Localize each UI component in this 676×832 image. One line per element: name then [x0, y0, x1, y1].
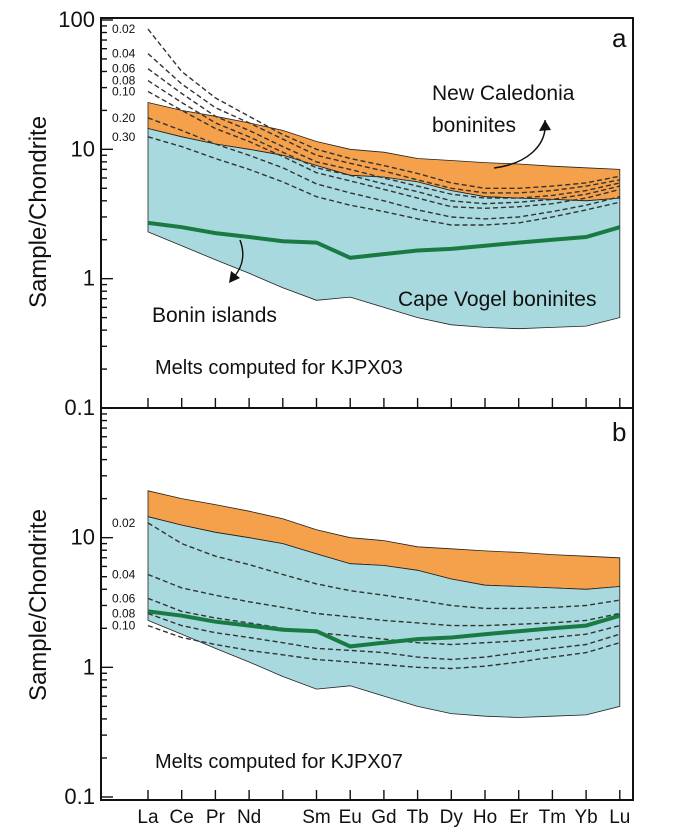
arrowhead-new-caledonia	[539, 120, 551, 131]
melt-line-0-04	[147, 573, 620, 627]
x-tick-label-la: La	[137, 807, 159, 828]
melt-line-0-04	[147, 53, 620, 194]
x-tick-label-eu: Eu	[339, 807, 362, 828]
y-axis-label-b: Sample/Chondrite	[25, 509, 52, 701]
plot-area-b	[147, 490, 621, 718]
melt-label-0-04: 0.04	[112, 567, 136, 581]
x-tick-label-dy: Dy	[440, 807, 464, 828]
band-cape-vogel-boninites	[147, 516, 621, 718]
melt-label-0-02: 0.02	[112, 22, 136, 36]
panel-a: 0.02 0.040.060.080.10 0.20 0.30 0.1 1 10 100	[58, 7, 634, 420]
melt-line-0-30	[147, 136, 620, 226]
x-tick-label-tm: Tm	[539, 807, 566, 828]
x-tick-label-yb: Yb	[574, 807, 597, 828]
melt-line-0-02	[147, 522, 620, 610]
x-tick-label-ce: Ce	[170, 807, 194, 828]
panel-title-b: Melts computed for KJPX07	[155, 751, 403, 773]
panel-b: 0.02 0.04 0.06 0.080.10 0.1 1 10 La Ce Pr Nd Sm Eu Gd…	[64, 407, 634, 828]
plot-area-a	[147, 28, 621, 330]
x-tick-label-er: Er	[509, 807, 529, 828]
melt-line-0-08	[147, 612, 621, 661]
x-tick-label-sm: Sm	[302, 807, 331, 828]
y-tick-label: 100	[58, 7, 95, 32]
annotation-new-caledonia-line1: New Caledonia	[432, 82, 575, 105]
melt-line-0-10	[147, 624, 620, 670]
melt-label-0-10: 0.10	[112, 85, 136, 99]
annotation-new-caledonia-line2: boninites	[432, 114, 516, 137]
melt-line-0-06	[147, 597, 620, 646]
line-bonin-islands	[147, 220, 621, 260]
y-tick-label: 1	[83, 654, 95, 679]
arrowhead-bonin-islands	[229, 271, 240, 283]
melt-line-0-10	[147, 90, 620, 210]
melt-label-0-06: 0.06	[112, 591, 136, 605]
melt-label-0-10: 0.10	[112, 619, 136, 633]
panel-letter-a: a	[612, 23, 627, 53]
melt-label-0-20: 0.20	[112, 111, 136, 125]
plot-frame-b	[100, 407, 634, 801]
y-tick-label: 0.1	[64, 784, 95, 809]
x-tick-label-tb: Tb	[407, 807, 429, 828]
x-tick-label-gd: Gd	[371, 807, 396, 828]
x-tick-label-lu: Lu	[609, 807, 630, 828]
y-axis-label-a: Sample/Chondrite	[25, 116, 52, 308]
melt-label-0-08: 0.08	[112, 607, 136, 621]
annotation-cape-vogel: Cape Vogel boninites	[398, 288, 597, 311]
panel-letter-b: b	[612, 417, 626, 447]
melt-line-0-20	[147, 117, 620, 220]
panel-title-a: Melts computed for KJPX03	[155, 357, 403, 379]
y-tick-label: 10	[71, 136, 95, 161]
melt-label-0-02: 0.02	[112, 516, 136, 530]
y-tick-label: 0.1	[64, 395, 95, 420]
y-tick-label: 1	[83, 266, 95, 291]
annotation-bonin-islands: Bonin islands	[152, 304, 277, 327]
x-tick-label-nd: Nd	[237, 807, 261, 828]
x-tick-label-ho: Ho	[473, 807, 497, 828]
band-cape-vogel-boninites	[147, 127, 621, 330]
y-tick-label: 10	[71, 525, 95, 550]
melt-label-0-08: 0.08	[112, 74, 136, 88]
line-bonin-islands	[147, 609, 621, 649]
x-tick-label-pr: Pr	[206, 807, 226, 828]
melt-label-0-30: 0.30	[112, 130, 136, 144]
melt-line-0-08	[147, 80, 620, 205]
melt-label-0-04: 0.04	[112, 47, 136, 61]
melt-label-0-06: 0.06	[112, 62, 136, 76]
